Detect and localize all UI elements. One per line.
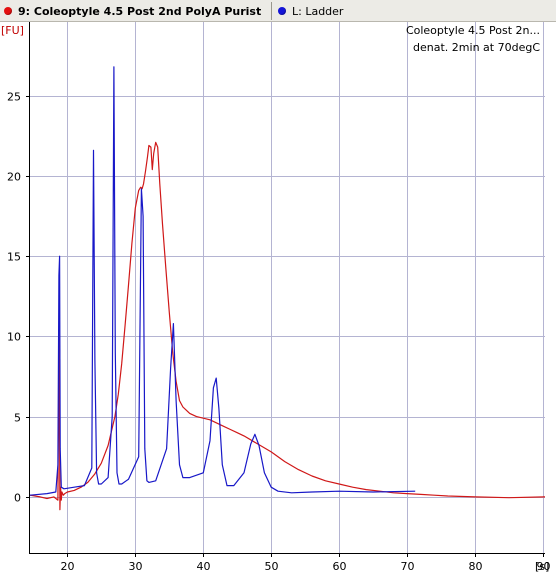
ladder-color-dot-icon [278,7,286,15]
annotation-sample-name: Coleoptyle 4.5 Post 2n... [406,24,540,37]
y-tick-label-3: 15 [7,251,21,264]
x-tick-label-6: 80 [469,560,483,573]
series-line-ladder [29,66,416,496]
tab-bar: 9: Coleoptyle 4.5 Post 2nd PolyA Purist … [0,0,556,22]
tab-ladder[interactable]: L: Ladder [278,0,548,22]
x-tick-label-3: 50 [265,560,279,573]
sample-color-dot-icon [4,7,12,15]
tab-ladder-label: L: Ladder [292,4,344,18]
x-tick-label-2: 40 [197,560,211,573]
chart-background [0,22,556,586]
y-tick-label-5: 25 [7,91,21,104]
x-tick-label-1: 30 [129,560,143,573]
x-tick-label-0: 20 [61,560,75,573]
x-tick-label-7: 90 [537,560,551,573]
y-tick-label-0: 0 [14,492,21,505]
y-axis-label: [FU] [1,24,24,37]
tab-sample[interactable]: 9: Coleoptyle 4.5 Post 2nd PolyA Purist [4,0,270,22]
y-ticks: 0 5 10 15 20 25 [7,91,30,505]
y-tick-label-1: 5 [14,412,21,425]
series-layer [29,66,546,511]
annotation-denaturation: denat. 2min at 70degC [413,41,540,54]
x-ticks: 20 30 40 50 60 70 80 90 [61,553,551,573]
axes [29,22,545,554]
x-tick-label-4: 60 [333,560,347,573]
tab-sample-label: 9: Coleoptyle 4.5 Post 2nd PolyA Purist [18,4,262,18]
y-tick-label-2: 10 [7,331,21,344]
x-axis-label: [s] [535,560,549,573]
electropherogram-chart: [FU] [s] 0 5 10 15 20 25 20 30 40 50 60 70 80 90 Col… [0,22,556,586]
tab-divider [271,2,272,20]
series-line-sample [29,141,546,511]
x-tick-label-5: 70 [401,560,415,573]
grid [30,22,545,553]
y-tick-label-4: 20 [7,171,21,184]
